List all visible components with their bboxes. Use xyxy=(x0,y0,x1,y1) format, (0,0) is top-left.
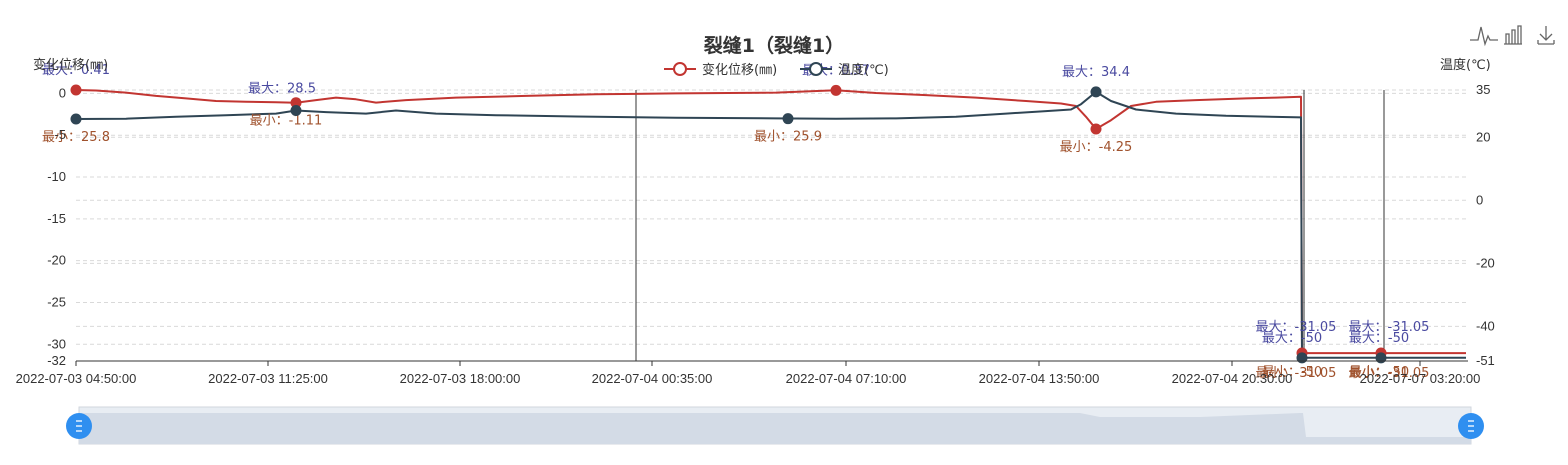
y-left-tick-label: 0 xyxy=(59,85,66,100)
slider-handle-left[interactable] xyxy=(66,413,92,439)
x-tick-label: 2022-07-03 04:50:00 xyxy=(16,371,137,386)
marker-temp-max-1-label: 最大：28.5 xyxy=(248,81,316,96)
marker-disp-end-1-min-label: 最小：-31.05 xyxy=(1256,366,1337,381)
y-left-tick-label: -32 xyxy=(47,353,66,368)
marker-temp-min-1[interactable] xyxy=(70,113,82,125)
y-left-tick-label: -30 xyxy=(47,336,66,351)
slider-shadow-area xyxy=(79,413,1471,444)
marker-temp-min-2[interactable] xyxy=(782,113,794,125)
legend-item-temperature[interactable]: 温度(℃) xyxy=(800,62,889,78)
x-tick-label: 2022-07-04 00:35:00 xyxy=(592,371,713,386)
chart-title: 裂缝1（裂缝1） xyxy=(704,34,844,57)
marker-disp-min-2-label: 最小：-4.25 xyxy=(1060,140,1133,155)
marker-temp-min-2-label: 最小：25.9 xyxy=(754,130,822,145)
marker-disp-max-2[interactable] xyxy=(830,84,842,96)
y-right-tick-label: -40 xyxy=(1476,318,1495,333)
line-chart-icon[interactable] xyxy=(1468,26,1500,47)
y-left-tick-label: -5 xyxy=(54,127,66,142)
slider-handle-right[interactable] xyxy=(1458,413,1484,439)
vertical-marker-lines xyxy=(635,90,1385,361)
marker-disp-end-1-max-label: 最大：-31.05 xyxy=(1256,320,1337,335)
y-right-tick-label: 0 xyxy=(1476,192,1483,207)
x-tick-label: 2022-07-03 11:25:00 xyxy=(208,371,328,386)
legend-label-displacement: 变化位移(㎜) xyxy=(702,62,777,78)
marker-temp-end-1-min-label: 最小：-50 xyxy=(1262,365,1322,380)
marker-disp-max-1-label: 最大：0.41 xyxy=(42,63,110,78)
bar-chart-icon[interactable] xyxy=(1502,24,1524,46)
left-axis-name: 变化位移(㎜) xyxy=(33,57,108,73)
y-right-tick-label: 20 xyxy=(1476,129,1490,144)
right-axis-name: 温度(℃) xyxy=(1440,57,1491,73)
x-tick-label: 2022-07-07 03:20:00 xyxy=(1360,371,1481,386)
x-tick-label: 2022-07-04 20:30:00 xyxy=(1172,371,1293,386)
y-left-tick-label: -10 xyxy=(47,169,66,184)
marker-temp-end-1[interactable] xyxy=(1296,352,1308,364)
y-left-tick-label: -20 xyxy=(47,253,66,268)
toolbox xyxy=(1468,24,1556,47)
marker-temp-end-2-max-label: 最大：-50 xyxy=(1349,331,1409,346)
marker-disp-max-1[interactable] xyxy=(70,84,82,96)
marker-temp-end-2-min-label: 最小：-50 xyxy=(1349,365,1409,380)
download-icon[interactable] xyxy=(1536,24,1556,46)
y-right-tick-label: 35 xyxy=(1476,82,1490,97)
marker-temp-min-1-label: 最小：25.8 xyxy=(42,130,110,145)
x-tick-label: 2022-07-03 18:00:00 xyxy=(400,371,521,386)
marker-disp-end-2-min-label: 最小：-31.05 xyxy=(1349,366,1430,381)
marker-disp-min-1[interactable] xyxy=(290,97,302,109)
marker-temp-end-2[interactable] xyxy=(1375,352,1387,364)
marker-disp-min-1-label: 最小：-1.11 xyxy=(250,114,323,129)
x-tick-label: 2022-07-04 13:50:00 xyxy=(979,371,1100,386)
marker-disp-end-2-max-label: 最大：-31.05 xyxy=(1349,320,1430,335)
legend-label-temperature: 温度(℃) xyxy=(838,62,889,78)
marker-temp-max-1[interactable] xyxy=(290,104,302,116)
axes-layer: 0 -5 -10 -15 -20 -25 -30 -32 35 20 0 -20 -40 -51 2022-… xyxy=(16,82,1495,386)
y-right-tick-label: -51 xyxy=(1476,353,1495,368)
marker-temp-max-2-label: 最大：34.4 xyxy=(1062,65,1130,80)
y-right-tick-label: -20 xyxy=(1476,255,1495,270)
legend: 变化位移(㎜) 温度(℃) xyxy=(664,62,889,78)
marker-disp-min-2[interactable] xyxy=(1090,123,1102,135)
x-tick-label: 2022-07-04 07:10:00 xyxy=(786,371,907,386)
legend-item-displacement[interactable]: 变化位移(㎜) xyxy=(664,62,777,78)
data-zoom-slider[interactable] xyxy=(66,406,1484,445)
marker-temp-max-2[interactable] xyxy=(1090,86,1102,98)
marker-temp-end-1-max-label: 最大：-50 xyxy=(1262,331,1322,346)
y-left-tick-label: -25 xyxy=(47,294,66,309)
y-left-tick-label: -15 xyxy=(47,211,66,226)
markers-layer: 最大：0.41最小：-1.11最大：0.37最小：-4.25最大：-31.05最… xyxy=(42,63,1429,381)
